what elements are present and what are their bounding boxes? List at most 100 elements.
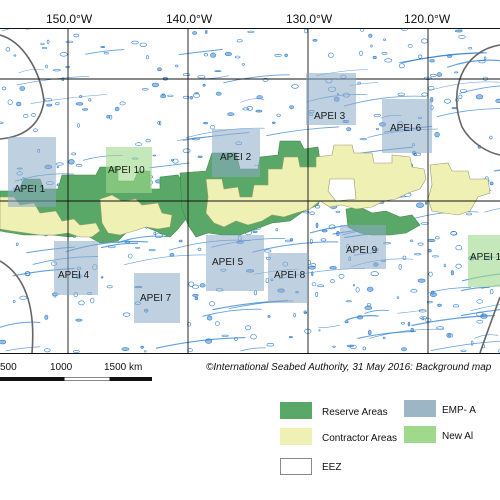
seamount-contour: [372, 55, 377, 60]
seamount-contour: [407, 43, 413, 48]
seamount-contour: [318, 329, 321, 332]
seamount-contour: [44, 98, 53, 102]
seamount-contour: [437, 303, 442, 307]
seamount-contour: [190, 95, 193, 100]
seamount-contour: [140, 345, 144, 349]
seamount-contour: [68, 159, 75, 165]
contractor-area-hole: [327, 178, 357, 202]
apei-box-3: [306, 73, 356, 125]
seamount-contour: [436, 72, 442, 78]
seamount-contour: [476, 319, 484, 324]
seamount-contour: [141, 88, 149, 91]
seamount-contour: [236, 39, 243, 43]
seamount-contour: [418, 54, 423, 59]
seamount-contour: [315, 291, 319, 297]
seamount-contour: [15, 242, 19, 247]
seamount-contour: [478, 59, 486, 64]
seamount-contour: [421, 92, 429, 97]
bathymetry-contour: [124, 254, 206, 266]
longitude-label-120w: 120.0°W: [404, 12, 451, 26]
apei-box-11: [468, 235, 500, 287]
seamount-contour: [359, 138, 367, 141]
seamount-contour: [448, 333, 454, 338]
seamount-contour: [46, 39, 50, 44]
seamount-contour: [489, 181, 494, 186]
seamount-contour: [382, 336, 386, 340]
bathymetry-contour: [252, 241, 339, 253]
seamount-contour: [417, 242, 424, 246]
seamount-contour: [193, 93, 201, 98]
seamount-contour: [336, 231, 340, 237]
seamount-contour: [312, 39, 318, 42]
bathymetry-contour: [266, 126, 340, 137]
seamount-contour: [419, 316, 428, 320]
bathymetry-contour: [430, 340, 500, 352]
bathymetry-contour: [459, 85, 500, 95]
bathymetry-contour: [16, 75, 90, 86]
seamount-contour: [194, 296, 199, 301]
contractor-area-center: [205, 144, 427, 228]
seamount-contour: [276, 113, 281, 117]
bathymetry-contour: [428, 81, 500, 91]
apei-label-5: APEI 5: [212, 257, 244, 268]
seamount-contour: [329, 266, 337, 270]
seamount-contour: [454, 29, 463, 33]
seamount-contour: [16, 101, 22, 107]
bathymetry-contour: [460, 309, 500, 317]
seamount-contour: [145, 55, 149, 60]
seamount-contour: [202, 83, 206, 87]
seamount-contour: [52, 69, 61, 72]
seamount-contour: [241, 63, 245, 66]
seamount-contour: [203, 121, 208, 125]
seamount-contour: [398, 264, 402, 270]
scale-bar-segment-1: [0, 377, 64, 381]
scale-label-500: 500: [0, 362, 17, 373]
seamount-contour: [311, 282, 317, 287]
seamount-contour: [454, 71, 459, 74]
seamount-contour: [401, 321, 405, 325]
seamount-contour: [154, 233, 163, 238]
seamount-contour: [344, 320, 349, 324]
seamount-contour: [459, 89, 468, 93]
apei-box-4: [54, 241, 98, 295]
seamount-contour: [357, 81, 361, 85]
bathymetry-contour: [428, 287, 472, 293]
seamount-contour: [476, 311, 484, 317]
seamount-contour: [192, 31, 197, 35]
seamount-contour: [418, 309, 427, 313]
seamount-contour: [157, 121, 160, 125]
seamount-contour: [1, 86, 7, 91]
seamount-contour: [355, 287, 360, 293]
apei-box-9: [340, 225, 386, 269]
seamount-contour: [139, 42, 148, 47]
longitude-label-150w: 150.0°W: [46, 12, 93, 26]
bathymetry-contour: [397, 309, 426, 314]
bathymetry-contour: [357, 330, 416, 339]
seamount-contour: [402, 255, 407, 260]
seamount-contour: [431, 290, 435, 295]
seamount-contour: [182, 148, 191, 154]
seamount-contour: [55, 162, 64, 166]
seamount-contour: [356, 315, 364, 320]
seamount-contour: [214, 70, 222, 73]
seamount-contour: [119, 101, 126, 106]
seamount-contour: [396, 296, 400, 299]
seamount-contour: [41, 46, 48, 50]
seamount-contour: [46, 103, 53, 107]
seamount-contour: [401, 347, 407, 352]
seamount-contour: [310, 263, 316, 268]
seamount-contour: [303, 210, 310, 214]
seamount-contour: [468, 46, 472, 50]
seamount-contour: [65, 40, 74, 43]
bathymetry-contour: [5, 346, 41, 352]
seamount-contour: [346, 127, 352, 132]
seamount-contour: [452, 304, 460, 308]
seamount-contour: [204, 53, 209, 57]
seamount-contour: [475, 94, 484, 100]
seamount-contour: [90, 297, 95, 304]
seamount-contour: [303, 29, 308, 34]
seamount-contour: [383, 38, 387, 42]
seamount-contour: [45, 64, 48, 69]
seamount-contour: [409, 239, 414, 243]
seamount-contour: [414, 253, 422, 256]
